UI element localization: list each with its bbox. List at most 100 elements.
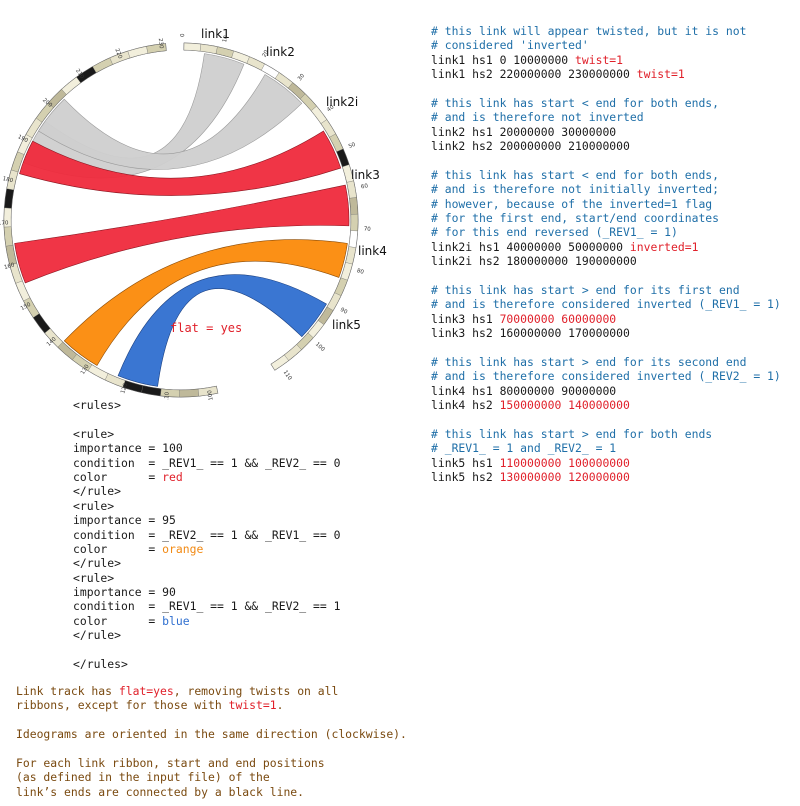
tick-label: 90 (339, 307, 348, 316)
caption: Link track has flat=yes, removing twists… (16, 684, 407, 799)
link-notes: # this link will appear twisted, but it … (431, 24, 781, 485)
tick-label: 230 (157, 38, 164, 50)
caption-text: ribbons, except for those with (16, 698, 229, 713)
note-text: link5 hs1 (431, 455, 500, 470)
link-label-link3: link3 (351, 168, 380, 182)
rule-text: orange (162, 541, 204, 556)
flat-label: flat = yes (170, 321, 242, 335)
tick-label: 160 (4, 262, 16, 271)
tick-label: 120 (120, 382, 129, 394)
tick-label: 110 (282, 369, 293, 381)
note-line (431, 413, 781, 427)
note-text: 70000000 60000000 (499, 311, 617, 326)
note-text: link2i hs2 180000000 190000000 (431, 254, 637, 269)
note-line: # and is therefore not inverted (431, 110, 781, 124)
rule-line: <rule> (73, 499, 340, 513)
caption-text: flat=yes (118, 684, 174, 698)
note-text: # this link has start > end for both end… (431, 426, 713, 441)
ideogram-hs1-band (348, 230, 358, 248)
caption-line (16, 742, 407, 756)
note-text: inverted=1 (629, 239, 699, 254)
tick-label: 130 (80, 363, 91, 376)
rule-text: importance = 95 (73, 513, 176, 528)
note-text: # considered 'inverted' (431, 38, 589, 53)
tick-label: 80 (356, 268, 365, 276)
ideogram-hs2-band (179, 388, 199, 398)
ideogram-hs2-band (92, 57, 113, 73)
note-text: # this link will appear twisted, but it … (431, 24, 747, 38)
link-label-link4: link4 (358, 244, 387, 258)
tick-label: 190 (17, 134, 30, 144)
ideogram-hs2-band (61, 76, 81, 95)
ideogram-hs2-band (146, 43, 167, 54)
ideogram-hs2-band (87, 364, 109, 381)
ideogram-hs1-band (270, 354, 289, 371)
tick-label: 70 (364, 226, 372, 232)
ideogram-hs1-band (246, 56, 265, 71)
caption-line: For each link ribbon, start and end posi… (16, 756, 407, 770)
note-text: 110000000 100000000 (499, 455, 630, 470)
caption-line: (as defined in the input file) of the (16, 770, 407, 784)
tick-label: 180 (2, 176, 14, 184)
ribbon-link5 (117, 274, 327, 387)
tick-label: 100 (314, 341, 326, 353)
caption-line: ribbons, except for those with twist=1. (16, 698, 407, 712)
ideogram-hs1-band (349, 197, 359, 215)
tick-label: 220 (113, 48, 123, 60)
circos-link-diagram: link1 link2 link2i link3 link4 link5 0 10 20 30 4… (0, 27, 387, 400)
note-line: link2 hs2 200000000 210000000 (431, 139, 781, 153)
rule-text: blue (162, 613, 190, 628)
caption-line: link’s ends are connected by a black lin… (16, 785, 407, 799)
note-line: # this link will appear twisted, but it … (431, 24, 781, 38)
rule-text: </rule> (73, 556, 122, 571)
note-text: link5 hs2 (431, 470, 500, 485)
note-line: # this link has start > end for both end… (431, 427, 781, 441)
rule-line (73, 412, 340, 426)
caption-text: For each link ribbon, start and end posi… (16, 755, 325, 770)
tick-label: 50 (348, 142, 357, 150)
tick-label: 100 (207, 389, 215, 400)
note-text: link4 hs1 80000000 90000000 (431, 383, 617, 398)
ribbon-link2 (38, 74, 303, 170)
tick-label: 10 (222, 34, 230, 43)
tick-label: 30 (297, 73, 306, 83)
note-line (431, 269, 781, 283)
note-line: link2 hs1 20000000 30000000 (431, 125, 781, 139)
note-text: # and is therefore not initially inverte… (431, 182, 720, 197)
ideogram-hs1-band (345, 246, 356, 265)
ideogram-hs1-band (326, 292, 342, 311)
note-line: link4 hs1 80000000 90000000 (431, 384, 781, 398)
note-line: # and is therefore not initially inverte… (431, 182, 781, 196)
caption-text: . (276, 698, 284, 713)
tick-label: 140 (46, 336, 58, 348)
rule-line: condition = _REV1_ == 1 && _REV2_ == 0 (73, 456, 340, 470)
rule-text: </rules> (73, 657, 128, 672)
link-labels: link1 link2 link2i link3 link4 link5 (201, 27, 387, 332)
link-label-link2i: link2i (326, 95, 358, 109)
tick-label: 0 (180, 33, 186, 37)
ideogram-hs1-band (183, 42, 202, 52)
note-text: # and is therefore considered inverted (… (431, 369, 781, 384)
note-line: # for this end reversed (_REV1_ = 1) (431, 225, 781, 239)
rule-text: </rule> (73, 628, 122, 643)
note-line: # this link has start > end for its seco… (431, 355, 781, 369)
rule-line: </rule> (73, 628, 340, 642)
note-text: link3 hs2 160000000 170000000 (431, 326, 630, 341)
rule-text: </rule> (73, 484, 122, 499)
ribbon-link3 (14, 184, 350, 284)
ideogram-hs1-band (346, 180, 357, 199)
note-text: link2i hs1 40000000 50000000 (431, 239, 630, 254)
note-line: # this link has start < end for both end… (431, 96, 781, 110)
note-text: twist=1 (575, 52, 624, 67)
rule-text: <rule> (73, 426, 115, 441)
ideogram-hs2-band (33, 313, 51, 334)
note-line: # for the first end, start/end coordinat… (431, 211, 781, 225)
note-text: # and is therefore considered inverted (… (431, 297, 781, 312)
note-text: link1 hs1 0 10000000 (431, 52, 576, 67)
tick-label: 20 (262, 49, 271, 58)
rule-text: condition = _REV1_ == 1 && _REV2_ == 1 (73, 599, 341, 614)
note-text: # and is therefore not inverted (431, 110, 644, 125)
note-line: link5 hs1 110000000 100000000 (431, 456, 781, 470)
note-text: link3 hs1 (431, 311, 500, 326)
note-text: # _REV1_ = 1 and _REV2_ = 1 (431, 441, 617, 456)
